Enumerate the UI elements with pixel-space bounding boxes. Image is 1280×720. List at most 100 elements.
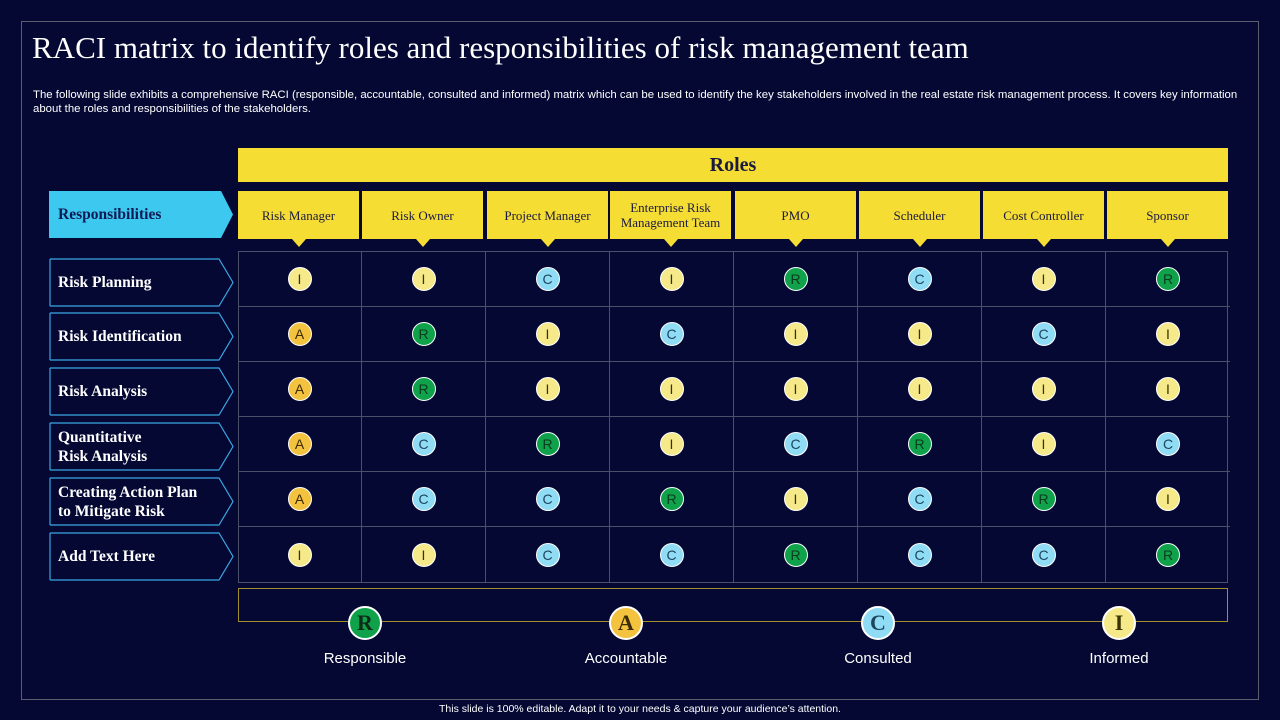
raci-dot-i: I xyxy=(535,322,560,346)
responsibilities-header: Responsibilities xyxy=(49,191,233,238)
raci-dot-c: C xyxy=(1031,322,1056,346)
matrix-cell: C xyxy=(486,527,610,582)
raci-dot-r: R xyxy=(907,432,932,456)
matrix-cell: I xyxy=(982,252,1106,307)
legend-circle-a: A xyxy=(609,606,643,640)
matrix-cell: R xyxy=(1106,252,1230,307)
matrix-cell: I xyxy=(486,307,610,362)
raci-dot-i: I xyxy=(659,267,684,291)
matrix-cell: C xyxy=(610,307,734,362)
raci-dot-i: I xyxy=(287,542,312,567)
matrix-cell: I xyxy=(362,252,486,307)
matrix-cell: R xyxy=(362,362,486,417)
raci-dot-i: I xyxy=(907,377,932,401)
raci-dot-i: I xyxy=(287,267,312,291)
raci-dot-r: R xyxy=(659,487,684,511)
role-header-sponsor: Sponsor xyxy=(1107,191,1228,247)
matrix-cell: A xyxy=(238,472,362,527)
raci-dot-a: A xyxy=(287,377,312,401)
raci-dot-r: R xyxy=(411,322,436,346)
matrix-cell: I xyxy=(1106,307,1230,362)
matrix-cell: I xyxy=(610,252,734,307)
raci-dot-c: C xyxy=(907,487,932,511)
role-header-scheduler: Scheduler xyxy=(859,191,980,247)
matrix-cell: I xyxy=(486,362,610,417)
row-label: Quantitative Risk Analysis xyxy=(49,422,234,471)
raci-dot-i: I xyxy=(1031,267,1056,291)
row-label: Risk Analysis xyxy=(49,367,234,416)
matrix-cell: I xyxy=(858,307,982,362)
raci-dot-i: I xyxy=(659,377,684,401)
role-header-risk-owner: Risk Owner xyxy=(362,191,483,247)
page-subtitle: The following slide exhibits a comprehen… xyxy=(33,89,1238,115)
matrix-cell: R xyxy=(362,307,486,362)
raci-dot-a: A xyxy=(287,322,312,346)
raci-dot-i: I xyxy=(1156,377,1180,401)
raci-dot-c: C xyxy=(535,267,560,291)
legend-item-consulted: C Consulted xyxy=(788,606,968,667)
matrix-cell: C xyxy=(486,252,610,307)
row-arrow-outline xyxy=(49,532,234,581)
legend-label: Consulted xyxy=(844,650,912,667)
row-label: Creating Action Plan to Mitigate Risk xyxy=(49,477,234,526)
matrix-cell: C xyxy=(982,307,1106,362)
legend-circle-r: R xyxy=(348,606,382,640)
legend-circle-i: I xyxy=(1102,606,1136,640)
row-label: Risk Planning xyxy=(49,258,234,307)
raci-dot-r: R xyxy=(411,377,436,401)
raci-dot-i: I xyxy=(1031,377,1056,401)
raci-dot-r: R xyxy=(1156,542,1180,567)
legend-item-informed: I Informed xyxy=(1029,606,1209,667)
matrix-cell: I xyxy=(858,362,982,417)
raci-dot-c: C xyxy=(535,542,560,567)
legend-label: Informed xyxy=(1089,650,1149,667)
matrix-cell: R xyxy=(734,252,858,307)
matrix-cell: R xyxy=(1106,527,1230,582)
raci-dot-c: C xyxy=(411,432,436,456)
matrix-cell: C xyxy=(362,472,486,527)
raci-dot-c: C xyxy=(1031,542,1056,567)
matrix-cell: R xyxy=(982,472,1106,527)
matrix-cell: C xyxy=(858,472,982,527)
raci-dot-a: A xyxy=(287,487,312,511)
raci-dot-c: C xyxy=(1156,432,1180,456)
raci-grid: I I C I R C I R A R I C I I C I A R I I I I I I A C R I C R I C A C C R I C R I… xyxy=(238,251,1230,583)
matrix-cell: R xyxy=(486,417,610,472)
raci-dot-r: R xyxy=(783,267,808,291)
matrix-cell: C xyxy=(982,527,1106,582)
matrix-cell: I xyxy=(734,472,858,527)
matrix-cell: I xyxy=(610,362,734,417)
raci-dot-a: A xyxy=(287,432,312,456)
matrix-cell: C xyxy=(734,417,858,472)
legend-item-accountable: A Accountable xyxy=(536,606,716,667)
roles-header: Roles xyxy=(238,148,1228,182)
raci-dot-c: C xyxy=(907,267,932,291)
role-header-cost-controller: Cost Controller xyxy=(983,191,1104,247)
legend-label: Accountable xyxy=(584,650,668,667)
matrix-cell: C xyxy=(1106,417,1230,472)
raci-dot-c: C xyxy=(535,487,560,511)
row-arrow-outline xyxy=(49,258,234,307)
raci-dot-i: I xyxy=(907,322,932,346)
matrix-cell: A xyxy=(238,307,362,362)
raci-dot-i: I xyxy=(1031,432,1056,456)
raci-dot-i: I xyxy=(411,542,436,567)
raci-dot-i: I xyxy=(535,377,560,401)
raci-dot-i: I xyxy=(783,377,808,401)
raci-dot-i: I xyxy=(783,487,808,511)
legend-item-responsible: R Responsible xyxy=(275,606,455,667)
matrix-cell: A xyxy=(238,417,362,472)
matrix-cell: I xyxy=(1106,362,1230,417)
row-label: Risk Identification xyxy=(49,312,234,361)
matrix-cell: C xyxy=(858,527,982,582)
matrix-cell: I xyxy=(982,362,1106,417)
raci-dot-i: I xyxy=(659,432,684,456)
raci-dot-i: I xyxy=(783,322,808,346)
matrix-cell: I xyxy=(238,252,362,307)
raci-dot-i: I xyxy=(1156,322,1180,346)
footer-note: This slide is 100% editable. Adapt it to… xyxy=(439,703,841,715)
matrix-cell: I xyxy=(610,417,734,472)
matrix-cell: R xyxy=(610,472,734,527)
matrix-cell: I xyxy=(734,362,858,417)
matrix-cell: I xyxy=(982,417,1106,472)
